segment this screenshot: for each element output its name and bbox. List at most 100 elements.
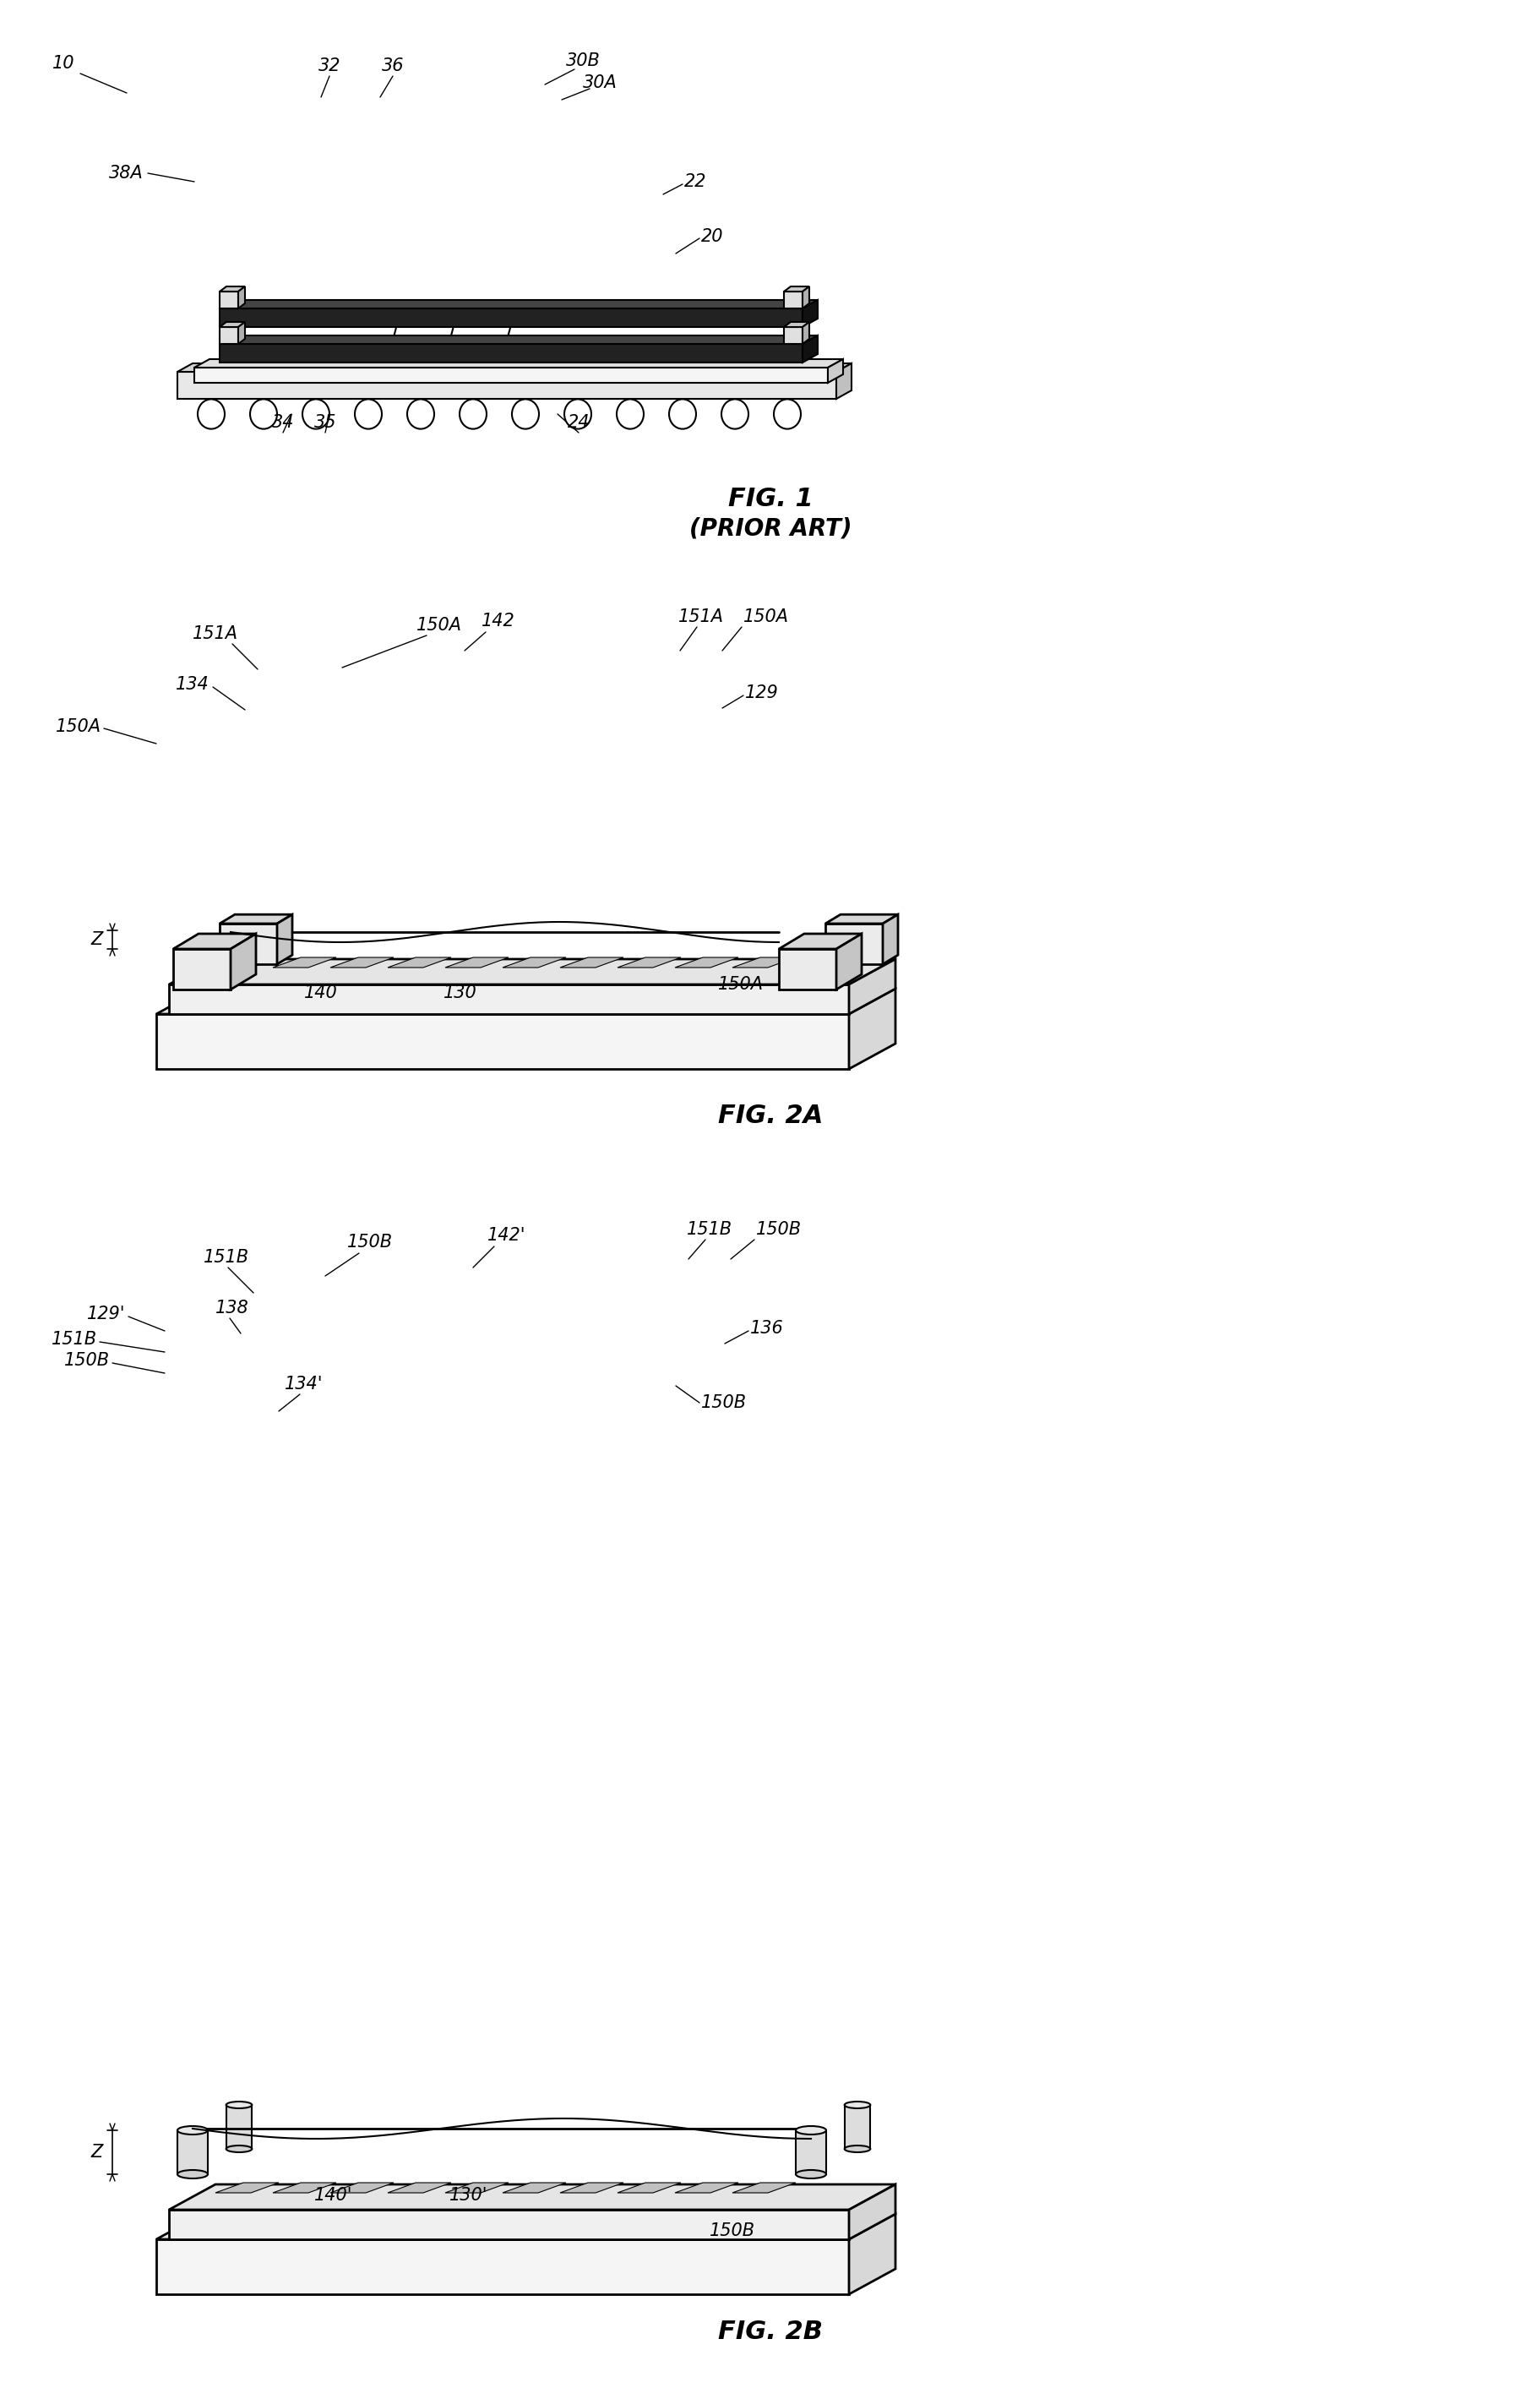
Text: 24: 24 [567,415,590,432]
Text: FIG. 2A: FIG. 2A [718,1104,822,1128]
Ellipse shape [844,2102,870,2109]
Text: (PRIOR ART): (PRIOR ART) [688,516,852,540]
Text: 150B: 150B [701,1394,747,1411]
Polygon shape [675,957,738,967]
Ellipse shape [354,398,382,429]
Polygon shape [220,914,293,924]
Polygon shape [220,343,802,362]
Polygon shape [220,309,802,326]
Text: 134: 134 [176,677,209,693]
Text: FIG. 2B: FIG. 2B [718,2320,822,2344]
Polygon shape [273,957,336,967]
Text: 150B: 150B [346,1233,393,1250]
Polygon shape [177,372,836,398]
Text: 30A: 30A [582,74,616,91]
Ellipse shape [177,2126,208,2135]
Text: 10: 10 [52,55,74,72]
Ellipse shape [616,398,644,429]
Text: 32: 32 [319,58,340,74]
Ellipse shape [721,398,748,429]
Text: 36: 36 [382,58,403,74]
Polygon shape [802,300,818,326]
Polygon shape [156,1015,849,1070]
Polygon shape [330,957,393,967]
Polygon shape [273,2183,336,2193]
Polygon shape [849,960,895,1015]
Polygon shape [156,988,895,1015]
Text: 129': 129' [86,1305,125,1322]
Polygon shape [445,957,508,967]
Polygon shape [177,2130,208,2173]
Polygon shape [156,2214,895,2238]
Polygon shape [827,360,842,384]
Text: 140': 140' [314,2188,353,2205]
Polygon shape [388,2183,451,2193]
Polygon shape [169,2185,895,2209]
Polygon shape [231,933,256,988]
Ellipse shape [407,398,434,429]
Text: 136: 136 [750,1319,784,1336]
Polygon shape [220,326,239,343]
Polygon shape [784,326,802,343]
Polygon shape [502,2183,565,2193]
Polygon shape [559,957,624,967]
Polygon shape [169,984,849,1015]
Polygon shape [239,285,245,309]
Polygon shape [502,957,565,967]
Text: 142': 142' [487,1226,525,1243]
Text: 151B: 151B [51,1331,97,1348]
Polygon shape [836,933,861,988]
Polygon shape [731,957,795,967]
Polygon shape [220,336,818,343]
Polygon shape [778,950,836,988]
Text: 150A: 150A [55,717,102,734]
Text: 130: 130 [444,984,477,1000]
Text: FIG. 1: FIG. 1 [727,487,813,511]
Ellipse shape [795,2171,825,2178]
Polygon shape [825,924,882,964]
Ellipse shape [226,2102,253,2109]
Text: 20: 20 [701,228,724,245]
Polygon shape [795,2130,825,2173]
Polygon shape [675,2183,738,2193]
Text: 34: 34 [271,415,294,432]
Text: 151A: 151A [678,609,724,626]
Polygon shape [194,360,842,367]
Polygon shape [618,957,681,967]
Text: 134': 134' [285,1375,323,1391]
Polygon shape [220,293,239,309]
Ellipse shape [668,398,696,429]
Polygon shape [220,321,245,326]
Polygon shape [226,2104,253,2150]
Polygon shape [220,924,277,964]
Polygon shape [784,293,802,309]
Text: 151B: 151B [687,1221,731,1238]
Text: 151B: 151B [203,1250,249,1267]
Text: 140: 140 [303,984,337,1000]
Text: 150B: 150B [65,1353,109,1370]
Polygon shape [172,933,256,950]
Polygon shape [169,960,895,984]
Text: 129: 129 [745,684,778,701]
Polygon shape [388,957,451,967]
Text: 138: 138 [216,1300,249,1317]
Ellipse shape [249,398,277,429]
Polygon shape [216,2183,279,2193]
Polygon shape [778,933,861,950]
Text: 30B: 30B [565,53,599,70]
Ellipse shape [844,2145,870,2152]
Polygon shape [559,2183,624,2193]
Polygon shape [177,362,852,372]
Polygon shape [194,367,827,384]
Polygon shape [802,321,808,343]
Ellipse shape [226,2145,253,2152]
Text: 150A: 150A [416,617,462,633]
Ellipse shape [773,398,801,429]
Text: 35: 35 [314,415,336,432]
Polygon shape [836,362,852,398]
Text: 150A: 150A [718,976,764,993]
Text: 151A: 151A [192,626,239,643]
Polygon shape [844,2104,870,2150]
Polygon shape [882,914,898,964]
Ellipse shape [177,2171,208,2178]
